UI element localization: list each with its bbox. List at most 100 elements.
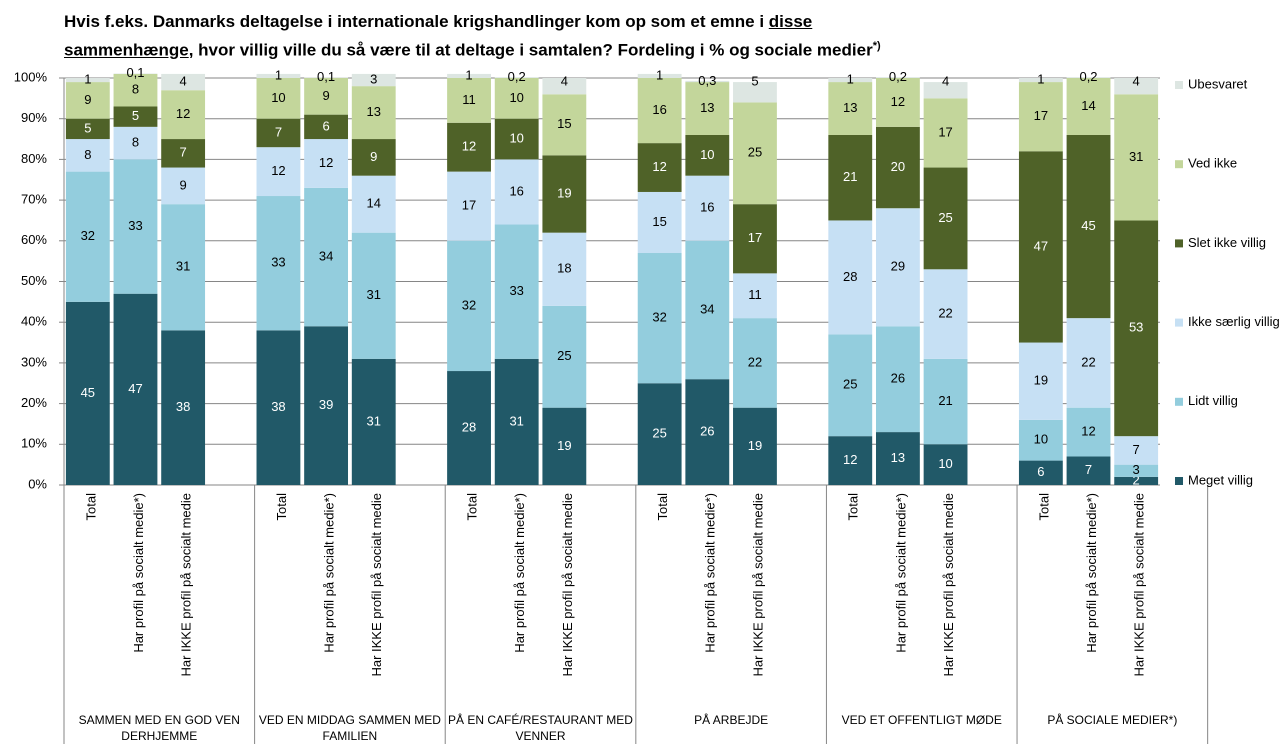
bar-segment [923, 82, 968, 99]
bar-segment [304, 139, 349, 188]
y-tick-label: 10% [21, 436, 47, 451]
legend-label: Ved ikke [1188, 156, 1237, 171]
data-label: 25 [748, 145, 762, 160]
data-label: 4 [561, 73, 568, 88]
data-label: 13 [891, 450, 905, 465]
legend-swatch [1175, 318, 1183, 327]
data-label: 12 [1081, 424, 1095, 439]
title-underlined: sammenhænge [64, 40, 189, 60]
x-tick-label: Har profil på socialt medie*) [893, 493, 908, 653]
data-label: 18 [557, 261, 571, 276]
bar-segment [447, 78, 491, 123]
bar-segment [447, 122, 491, 172]
data-label: 11 [462, 92, 476, 107]
bar-segment [1114, 476, 1159, 485]
legend-label: Ubesvaret [1188, 76, 1248, 91]
data-label: 19 [1034, 373, 1048, 388]
bar-segment [1114, 220, 1159, 437]
data-label: 22 [748, 354, 762, 369]
bar-segment [1018, 82, 1063, 152]
data-label: 39 [319, 397, 333, 412]
bar-segment [65, 118, 110, 140]
x-tick-label: Har IKKE profil på socialt medie [1132, 493, 1147, 677]
legend-label: Slet ikke villig [1188, 235, 1266, 250]
data-label: 1 [275, 67, 282, 82]
bar-segment [351, 73, 396, 87]
data-label: 9 [370, 149, 377, 164]
bar-segment [304, 326, 349, 485]
bar-segment [256, 118, 301, 148]
data-label: 6 [1037, 464, 1044, 479]
bar-segment [113, 126, 158, 160]
group-label: VED EN MIDDAG SAMMEN MED FAMILIEN [258, 713, 441, 743]
bar-segment [828, 78, 873, 83]
bar-segment [733, 82, 777, 103]
data-label: 13 [843, 100, 857, 115]
data-label: 12 [319, 155, 333, 170]
data-label: 31 [509, 413, 523, 428]
bar-segment [1066, 318, 1111, 408]
data-label: 12 [176, 106, 190, 121]
bar-segment [65, 301, 110, 485]
bar-segment [828, 82, 873, 135]
x-tick-label: Total [846, 493, 861, 521]
legend-swatch [1175, 239, 1183, 248]
data-label: 1 [1037, 71, 1044, 86]
x-tick-label: Har IKKE profil på socialt medie [750, 493, 765, 677]
data-label: 21 [843, 169, 857, 184]
bar-segment [1018, 419, 1063, 461]
bar-segment [113, 293, 158, 485]
bar-segment [685, 80, 730, 83]
bar-segment [65, 139, 110, 172]
y-tick-label: 0% [28, 476, 47, 491]
bar-segment [161, 90, 206, 140]
bar-segment [1114, 78, 1159, 95]
bar-segment [733, 318, 777, 408]
data-label: 31 [176, 259, 190, 274]
bar-segment [923, 444, 968, 485]
data-label: 17 [1034, 108, 1048, 123]
legend-label: Meget villig [1188, 472, 1253, 487]
data-label: 8 [132, 135, 139, 150]
bar-segment [113, 73, 158, 107]
data-label: 29 [891, 259, 905, 274]
group-label: SAMMEN MED EN GOD VEN DERHJEMME [78, 713, 240, 743]
y-tick-label: 90% [21, 110, 47, 125]
bar-segment [637, 383, 682, 485]
bar-segment [113, 159, 158, 294]
data-label: 10 [1034, 432, 1048, 447]
data-label: 13 [700, 100, 714, 115]
data-label: 25 [652, 426, 666, 441]
bar-segment [637, 78, 682, 144]
data-label: 28 [462, 419, 476, 434]
data-label: 13 [367, 104, 381, 119]
bar-segment [542, 407, 587, 485]
bar-segment [875, 126, 920, 209]
data-label: 11 [748, 287, 762, 302]
bar-segment [65, 82, 110, 119]
data-label: 7 [180, 145, 187, 160]
bar-segment [828, 436, 873, 485]
bar-segment [733, 102, 777, 205]
data-label: 10 [271, 90, 285, 105]
data-label: 47 [1034, 238, 1048, 253]
bar-segment [733, 407, 777, 485]
data-label: 31 [367, 413, 381, 428]
data-label: 12 [462, 139, 476, 154]
data-label: 19 [557, 438, 571, 453]
data-label: 8 [132, 82, 139, 97]
bar-segment [256, 196, 301, 331]
y-tick-label: 40% [21, 314, 47, 329]
data-label: 5 [751, 73, 758, 88]
bar-segment [494, 78, 539, 119]
data-label: 33 [509, 283, 523, 298]
data-label: 34 [319, 249, 333, 264]
data-label: 17 [462, 198, 476, 213]
data-label: 14 [1081, 98, 1095, 113]
y-tick-label: 100% [14, 69, 48, 84]
x-tick-label: Har IKKE profil på socialt medie [369, 493, 384, 677]
bar-segment [351, 86, 396, 140]
title-text: Hvis f.eks. Danmarks deltagelse i intern… [64, 12, 769, 31]
